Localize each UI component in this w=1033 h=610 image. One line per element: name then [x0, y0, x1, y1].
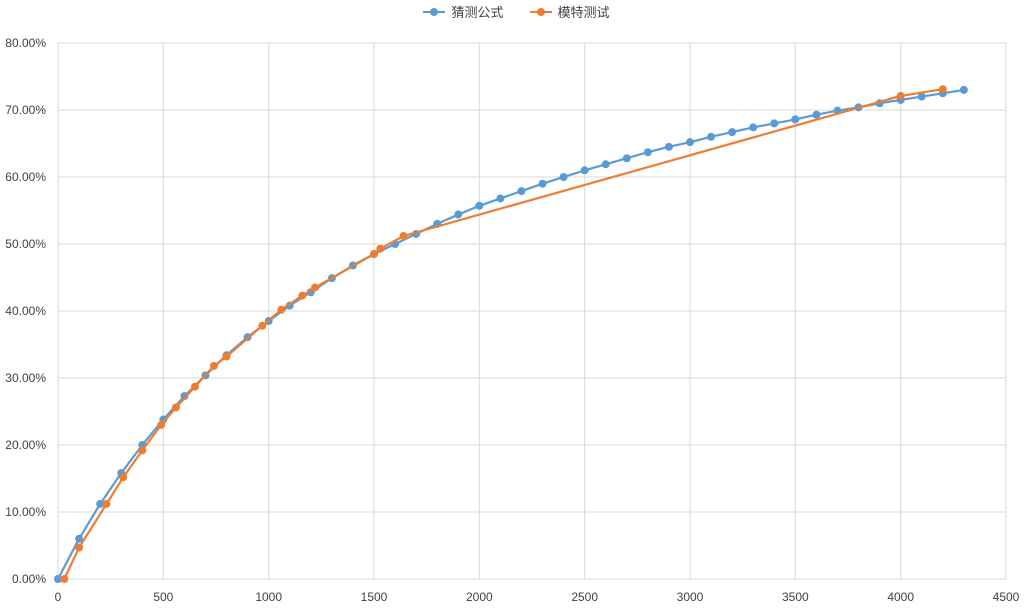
series-1-point — [749, 123, 758, 132]
y-tick-label: 80.00% — [5, 36, 46, 50]
x-tick-label: 4000 — [887, 590, 914, 604]
y-tick-label: 30.00% — [5, 371, 46, 385]
legend-label-series-1: 猜测公式 — [451, 6, 504, 21]
y-tick-label: 70.00% — [5, 103, 46, 117]
series-1-point — [959, 85, 968, 94]
x-tick-label: 500 — [153, 590, 173, 604]
series-1-point — [454, 210, 463, 219]
y-tick-label: 0.00% — [12, 572, 46, 586]
series-2-point — [102, 499, 111, 508]
series-2-point — [222, 352, 231, 361]
x-tick-label: 4500 — [993, 590, 1020, 604]
series-1-point — [812, 110, 821, 119]
series-1-point — [728, 128, 737, 137]
legend-item-series-1: 猜测公式 — [423, 2, 504, 21]
series-1-point — [664, 142, 673, 151]
series-2-point — [277, 305, 286, 314]
series-2-point — [938, 85, 947, 94]
legend-swatch-series-1 — [423, 6, 446, 18]
series-1-point — [686, 138, 694, 147]
chart-legend: 猜测公式 模特测试 — [0, 2, 1033, 21]
x-tick-label: 1500 — [361, 590, 388, 604]
series-1-point — [496, 194, 505, 203]
series-2-point — [209, 361, 218, 370]
series-2-point — [171, 403, 180, 412]
series-2-point — [298, 291, 307, 300]
series-1-point — [707, 132, 716, 141]
series-2-point — [157, 420, 166, 429]
x-tick-label: 3000 — [677, 590, 704, 604]
y-tick-label: 50.00% — [5, 237, 46, 251]
series-1-point — [917, 92, 926, 101]
series-2-point — [60, 575, 69, 583]
series-1-point — [643, 148, 652, 157]
series-2-point — [370, 250, 378, 259]
x-tick-label: 1000 — [255, 590, 282, 604]
x-tick-label: 2000 — [466, 590, 493, 604]
series-1-point — [517, 187, 526, 196]
series-2-point — [190, 382, 199, 391]
series-1-point — [75, 534, 84, 543]
series-2-point — [75, 543, 84, 552]
legend-swatch-series-2 — [529, 6, 552, 18]
series-1-point — [601, 160, 610, 169]
x-tick-label: 0 — [55, 590, 62, 604]
series-2-point — [896, 91, 905, 100]
series-1-point — [180, 392, 189, 401]
series-1-point — [791, 115, 800, 124]
y-tick-label: 20.00% — [5, 438, 46, 452]
series-1-point — [580, 166, 589, 175]
series-2-point — [376, 244, 385, 253]
x-tick-label: 3500 — [782, 590, 809, 604]
series-2-point — [399, 231, 408, 240]
y-tick-label: 40.00% — [5, 304, 46, 318]
series-2-point — [138, 446, 147, 455]
y-tick-label: 10.00% — [5, 505, 46, 519]
series-2-point — [258, 321, 267, 330]
legend-label-series-2: 模特测试 — [557, 6, 610, 21]
series-1-point — [538, 179, 547, 188]
series-1-point — [96, 499, 105, 508]
series-1-point — [475, 201, 484, 210]
x-tick-label: 2500 — [571, 590, 598, 604]
series-1-point — [770, 119, 779, 128]
series-2-point — [119, 473, 128, 482]
series-2-point — [311, 283, 320, 292]
series-1-point — [559, 173, 568, 181]
series-line-1 — [57, 88, 965, 580]
legend-item-series-2: 模特测试 — [529, 2, 610, 21]
y-tick-label: 60.00% — [5, 170, 46, 184]
series-line-2 — [63, 88, 943, 580]
series-1-point — [54, 575, 62, 583]
series-1-point — [622, 154, 631, 163]
